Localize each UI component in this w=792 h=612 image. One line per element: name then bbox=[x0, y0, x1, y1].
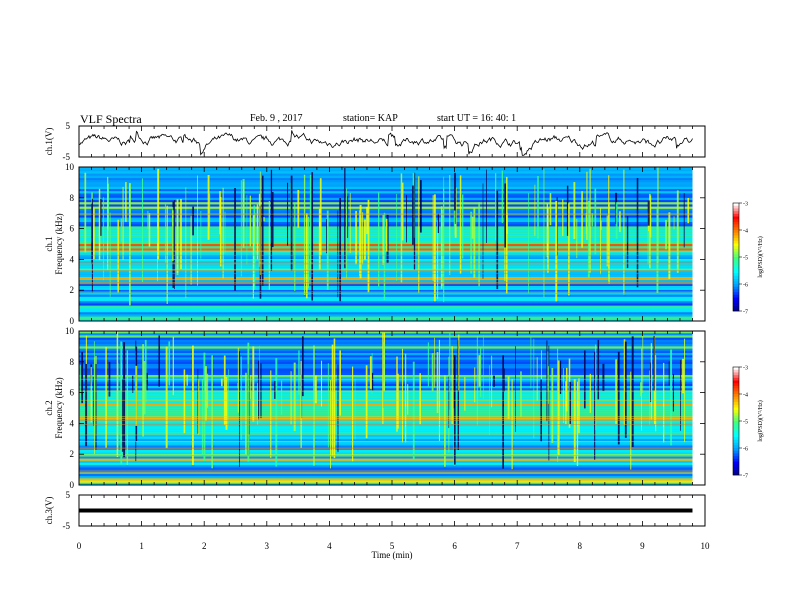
xaxis-tick-label: 9 bbox=[640, 541, 645, 551]
axis-ticks bbox=[78, 166, 706, 322]
ch2-spectrogram-colorbar-label: log(PSD)(V²/Hz) bbox=[757, 400, 764, 441]
ch2-spectrogram-ytick-label: 6 bbox=[70, 388, 75, 398]
axis-ticks bbox=[78, 494, 706, 527]
ch1-waveform-ytick-label: 5 bbox=[66, 121, 71, 131]
ch1-spectrogram-ytick-label: 4 bbox=[70, 254, 75, 264]
xaxis-tick-label: 7 bbox=[515, 541, 520, 551]
ch1-spectrogram-colorbar-tick: -7 bbox=[743, 310, 748, 316]
ch1-spectrogram-ylabel-channel: ch.1 bbox=[44, 236, 54, 251]
axis-ticks bbox=[78, 330, 706, 486]
ch2-spectrogram-ytick-label: 10 bbox=[65, 326, 75, 336]
ch1-spectrogram-ytick-label: 2 bbox=[70, 285, 75, 295]
ch2-spectrogram-colorbar-tick: -4 bbox=[743, 393, 748, 399]
ch1-waveform-ytick-label: -5 bbox=[63, 152, 71, 162]
ch2-spectrogram-ytick-label: 8 bbox=[70, 357, 75, 367]
ch1-spectrogram-cells bbox=[79, 167, 693, 322]
ch1-spectrogram-ytick-label: 6 bbox=[70, 224, 75, 234]
ch2-spectrogram-colorbar bbox=[732, 366, 742, 476]
xaxis-tick-label: 5 bbox=[390, 541, 395, 551]
station-label: station= KAP bbox=[343, 113, 398, 124]
ch1-waveform-trace bbox=[78, 130, 693, 156]
ch1-spectrogram-colorbar-tick: -6 bbox=[743, 283, 748, 289]
ch2-spectrogram-ylabel-channel: ch.2 bbox=[44, 400, 54, 415]
xaxis-tick-label: 6 bbox=[452, 541, 457, 551]
ch2-spectrogram-ytick-label: 0 bbox=[70, 480, 75, 490]
xaxis-tick-label: 0 bbox=[77, 541, 82, 551]
ch1-spectrogram-colorbar-tick: -5 bbox=[743, 256, 748, 262]
ch1-waveform-ylabel: ch.1(V) bbox=[44, 128, 54, 156]
xaxis-tick-label: 1 bbox=[139, 541, 144, 551]
xaxis-tick-label: 2 bbox=[202, 541, 207, 551]
xaxis-tick-label: 8 bbox=[578, 541, 583, 551]
ch1-spectrogram-colorbar-tick: -4 bbox=[743, 229, 748, 235]
ch1-spectrogram-colorbar-label: log(PSD)(V²/Hz) bbox=[757, 236, 764, 277]
ch1-spectrogram-ylabel-frequency: Frequency (kHz) bbox=[54, 213, 64, 274]
ch2-spectrogram-colorbar-tick: -5 bbox=[743, 420, 748, 426]
ch2-spectrogram-colorbar-tick: -7 bbox=[743, 474, 748, 480]
figure-title: VLF Spectra bbox=[80, 112, 142, 126]
ch2-spectrogram-cells bbox=[79, 331, 693, 486]
xaxis-tick-label: 4 bbox=[327, 541, 332, 551]
ch1-spectrogram-colorbar-tick: -3 bbox=[743, 202, 748, 208]
ch3-waveform-ylabel: ch.3(V) bbox=[44, 497, 54, 525]
ch1-spectrogram-ytick-label: 8 bbox=[70, 193, 75, 203]
ch2-spectrogram-ylabel-frequency: Frequency (kHz) bbox=[54, 377, 64, 438]
start-time-label: start UT = 16: 40: 1 bbox=[437, 113, 517, 124]
xaxis-tick-label: 10 bbox=[701, 541, 711, 551]
xaxis-tick-label: 3 bbox=[265, 541, 270, 551]
ch1-spectrogram-colorbar bbox=[732, 202, 742, 312]
ch1-spectrogram-ytick-label: 0 bbox=[70, 316, 75, 326]
ch2-spectrogram-colorbar-tick: -6 bbox=[743, 447, 748, 453]
date-label: Feb. 9 , 2017 bbox=[250, 113, 303, 124]
ch1-spectrogram-ytick-label: 10 bbox=[65, 162, 75, 172]
ch3-waveform-ytick-label: 5 bbox=[66, 490, 71, 500]
ch2-spectrogram-ytick-label: 4 bbox=[70, 418, 75, 428]
xaxis-label: Time (min) bbox=[372, 550, 413, 560]
ch2-spectrogram-colorbar-tick: -3 bbox=[743, 366, 748, 372]
ch2-spectrogram-ytick-label: 2 bbox=[70, 449, 75, 459]
axis-ticks bbox=[78, 125, 706, 158]
ch3-waveform-ytick-label: -5 bbox=[63, 521, 71, 531]
